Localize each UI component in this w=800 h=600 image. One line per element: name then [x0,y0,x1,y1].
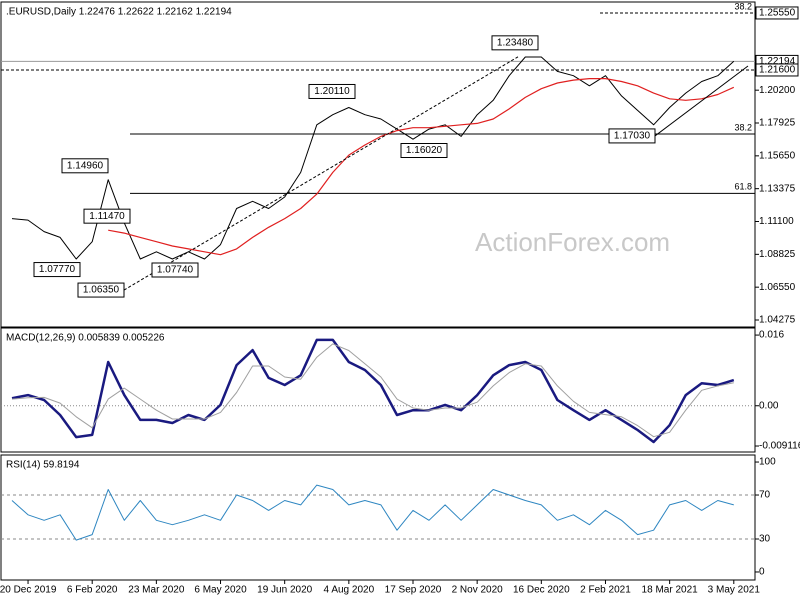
y-tick-label: 30 [759,534,771,545]
panel-frame [0,454,756,581]
annotation-box [77,282,125,298]
panel-frame [0,327,756,453]
watermark: ActionForex.com [475,227,670,257]
annotation-box [33,262,81,278]
y-tick-label: 70 [759,490,771,501]
series-line [11,343,734,438]
x-tick-label: 2 Nov 2020 [452,585,504,596]
trend-line [654,65,749,137]
price-label-box [755,63,799,77]
annotation-label: 1.07770 [39,264,76,275]
x-tick-label: 6 May 2020 [194,585,247,596]
x-tick-label: 17 Sep 2020 [385,585,442,596]
x-tick-label: 6 Feb 2020 [67,585,118,596]
x-tick-label: 20 Dec 2019 [0,585,57,596]
price-label-box [755,6,799,20]
annotation-box [83,208,131,224]
annotation-box [608,128,656,144]
plot-area [1,484,755,541]
panel-title: RSI(14) 59.8194 [6,460,80,471]
series-line [108,78,735,256]
y-tick-label: 1.20200 [759,85,796,96]
panel-frame [0,1,756,328]
annotation-label: 1.17030 [614,131,651,142]
series-line [11,338,735,444]
x-tick-label: 23 Mar 2020 [128,585,185,596]
annotation-box [491,35,539,51]
annotation-label: 1.06350 [83,285,120,296]
annotation-label: 1.14960 [67,160,104,171]
x-tick-label: 3 May 2021 [708,585,761,596]
annotation-label: 1.07740 [157,265,194,276]
annotation-label: 1.11470 [89,211,125,222]
annotation-box [151,262,199,278]
trend-line [123,56,519,291]
y-tick-label: 100 [759,457,776,468]
annotation-label: 1.23480 [497,37,534,48]
y-tick-label: 0.00 [759,400,779,411]
plot-area [1,338,755,444]
x-tick-label: 2 Feb 2021 [580,585,631,596]
series-line [11,484,734,541]
price-label: 1.22194 [759,56,796,67]
panel-title: .EURUSD,Daily 1.22476 1.22622 1.22162 1.… [6,7,232,18]
fib-label: 61.8 [734,182,752,192]
x-tick-label: 18 Mar 2021 [642,585,699,596]
y-tick-label: -0.009116 [759,441,800,452]
y-tick-label: 1.04275 [759,315,796,326]
annotation-box [61,158,109,174]
annotation-label: 1.16020 [406,145,443,156]
y-tick-label: 0 [759,567,765,578]
y-tick-label: 1.15650 [759,150,796,161]
y-tick-label: 1.11100 [759,216,794,227]
annotation-box [400,143,448,159]
fib-label: 38.2 [734,122,752,132]
y-tick-label: 0.016 [759,330,784,341]
y-tick-label: 1.17925 [759,118,796,129]
x-tick-label: 4 Aug 2020 [324,585,375,596]
plot-area [1,12,755,291]
price-label: 1.21600 [759,65,796,76]
series-line [11,56,735,260]
annotation-box [308,83,356,99]
price-label: 1.25550 [759,8,796,19]
y-tick-label: 1.08825 [759,249,796,260]
y-tick-label: 1.06550 [759,282,796,293]
y-tick-label: 1.13375 [759,183,796,194]
x-tick-label: 16 Dec 2020 [513,585,570,596]
annotation-label: 1.20110 [314,86,350,97]
fib-label: 38.2 [734,1,752,11]
panel-title: MACD(12,26,9) 0.005839 0.005226 [6,333,165,344]
x-tick-label: 19 Jun 2020 [257,585,312,596]
